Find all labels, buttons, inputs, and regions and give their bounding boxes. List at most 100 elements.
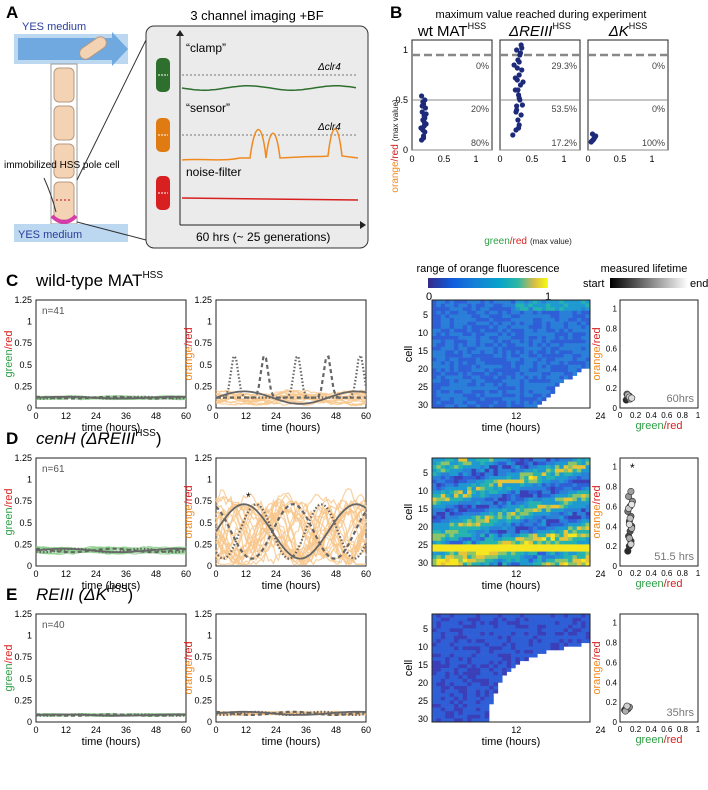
heatmap-cell [519, 458, 525, 462]
heatmap-cell [458, 458, 464, 462]
heatmap-cell [532, 307, 538, 312]
heatmap-cell [475, 558, 481, 563]
heatmap-cell [484, 555, 490, 560]
x-tick: 12 [241, 569, 251, 579]
heatmap-cell [554, 544, 560, 549]
heatmap-cell [559, 632, 564, 636]
heatmap-cell [550, 318, 556, 322]
heatmap-cell [559, 646, 564, 651]
heatmap-cell [537, 504, 543, 509]
heatmap-cell [497, 461, 503, 466]
x-tick: 24 [91, 411, 101, 421]
heatmap-cell [440, 624, 446, 629]
heatmap-cell [519, 465, 525, 470]
heatmap-cell [541, 472, 547, 477]
heatmap-cell [537, 472, 543, 477]
heatmap-cell [440, 551, 446, 556]
heatmap-cell [489, 512, 494, 516]
heatmap-cell [436, 350, 442, 355]
heatmap-cell [572, 515, 578, 520]
heatmap-cell [532, 303, 538, 308]
heatmap-cell [493, 400, 499, 405]
heatmap-cell [563, 321, 569, 326]
heatmap-cell [519, 303, 525, 308]
heatmap-cell [511, 628, 516, 633]
heatmap-cell [493, 458, 499, 462]
heatmap-cell [554, 537, 560, 542]
heatmap-cell [537, 548, 543, 552]
heatmap-cell [432, 350, 437, 355]
heatmap-cell [550, 621, 556, 626]
heatmap-cell [449, 393, 455, 398]
heatmap-cell [484, 350, 490, 355]
heatmap-cell [524, 465, 529, 470]
heatmap-cell [484, 522, 490, 527]
heatmap-cell [554, 646, 560, 651]
heatmap-cell [581, 461, 586, 466]
heatmap-cell [462, 660, 468, 665]
heatmap-cell [497, 339, 503, 344]
heatmap-cell [546, 390, 551, 394]
heatmap-cell [471, 678, 477, 683]
heatmap-cell [445, 303, 450, 308]
heatmap-cell [453, 512, 459, 516]
heatmap-cell [432, 332, 437, 337]
heatmap-cell [432, 321, 437, 326]
heatmap-cell [519, 310, 525, 315]
y-tick: 0 [27, 403, 32, 413]
heatmap-cell [585, 617, 591, 622]
heatmap-cell [559, 368, 564, 373]
heatmap-cell [532, 562, 538, 567]
heatmap-cell [432, 328, 437, 333]
heatmap-cell [550, 508, 556, 513]
heatmap-cell [528, 343, 534, 348]
heatmap-cell [559, 343, 564, 348]
heatmap-cell [559, 318, 564, 322]
heatmap-cell [537, 390, 543, 394]
heatmap-cell [440, 321, 446, 326]
lifetime-colorbar-title: measured lifetime [601, 263, 688, 275]
heatmap-cell [432, 614, 437, 618]
heatmap-cell [489, 537, 494, 542]
heatmap-cell [462, 526, 468, 531]
x-tick: 1 [473, 154, 478, 164]
imaging-title: 3 channel imaging +BF [190, 8, 323, 23]
heatmap-cell [511, 357, 516, 362]
heatmap-cell [576, 472, 582, 477]
heatmap-cell [528, 332, 534, 337]
heatmap-cell [519, 328, 525, 333]
heatmap-cell [541, 624, 547, 629]
heatmap-cell [458, 361, 464, 366]
heatmap-frame [431, 613, 591, 723]
heatmap-cell [519, 386, 525, 391]
heatmap-cell [541, 325, 547, 330]
heatmap-cell [528, 364, 534, 369]
heatmap-cell [475, 530, 481, 534]
heatmap-cell [576, 617, 582, 622]
heatmap-cell [497, 350, 503, 355]
heatmap-cell [440, 628, 446, 633]
heatmap-cell [445, 526, 450, 531]
heatmap-cell [515, 476, 521, 480]
heatmap-cell [506, 354, 512, 358]
heatmap-cell [546, 325, 551, 330]
lifetime-point [626, 514, 634, 522]
heatmap-cell [506, 490, 512, 495]
heatmap-cell [489, 675, 494, 680]
heatmap-cell [462, 339, 468, 344]
heatmap-cell [497, 675, 503, 680]
heatmap-cell [585, 310, 591, 315]
heatmap-cell [458, 343, 464, 348]
heatmap-cell [493, 382, 499, 387]
heatmap-cell [440, 364, 446, 369]
heatmap-cell [581, 537, 586, 542]
lifetime-point [625, 534, 633, 542]
heatmap-cell [449, 653, 455, 658]
heatmap-cell [519, 382, 525, 387]
heatmap-cell [445, 562, 450, 567]
heatmap-cell [541, 562, 547, 567]
sensor-label: “sensor” [186, 101, 230, 115]
panel-a-label: A [6, 3, 18, 22]
heatmap-cell [436, 490, 442, 495]
